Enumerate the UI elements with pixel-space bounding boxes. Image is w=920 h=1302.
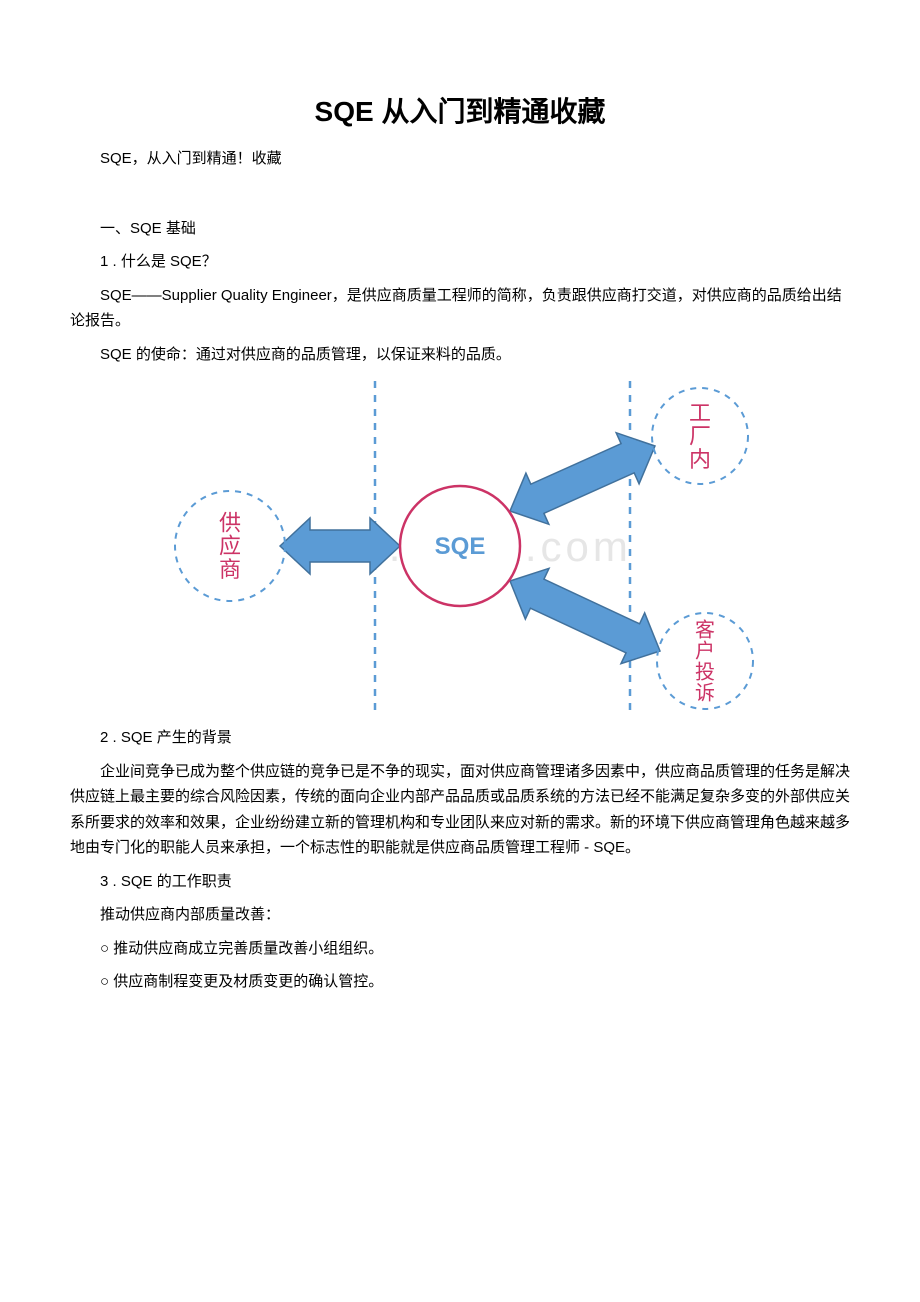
question-2: 2 . SQE 产生的背景	[70, 725, 850, 751]
bullet-1: ○ 推动供应商成立完善质量改善小组组织。	[70, 936, 850, 962]
svg-text:工: 工	[689, 401, 711, 426]
sqe-diagram: www. docx.comSQE供应商工厂内客户投诉	[160, 381, 760, 711]
svg-text:厂: 厂	[689, 424, 711, 449]
svg-text:商: 商	[219, 557, 241, 582]
svg-text:内: 内	[689, 447, 711, 472]
svg-text:投: 投	[695, 661, 715, 684]
section-heading-1: 一、SQE 基础	[70, 216, 850, 242]
svg-text:客: 客	[695, 619, 715, 642]
doc-subtitle: SQE，从入门到精通！收藏	[70, 146, 850, 172]
doc-title: SQE 从入门到精通收藏	[70, 90, 850, 130]
svg-text:户: 户	[695, 640, 715, 663]
paragraph-4: 推动供应商内部质量改善：	[70, 902, 850, 928]
svg-text:SQE: SQE	[435, 533, 486, 560]
svg-text:应: 应	[219, 534, 241, 559]
paragraph-3: 企业间竞争已成为整个供应链的竞争已是不争的现实，面对供应商管理诸多因素中，供应商…	[70, 759, 850, 861]
paragraph-2: SQE 的使命：通过对供应商的品质管理，以保证来料的品质。	[70, 342, 850, 368]
paragraph-1: SQE——Supplier Quality Engineer，是供应商质量工程师…	[70, 283, 850, 334]
bullet-2: ○ 供应商制程变更及材质变更的确认管控。	[70, 969, 850, 995]
svg-text:诉: 诉	[695, 682, 715, 705]
svg-text:供: 供	[219, 511, 241, 536]
question-3: 3 . SQE 的工作职责	[70, 869, 850, 895]
question-1: 1 . 什么是 SQE？	[70, 249, 850, 275]
